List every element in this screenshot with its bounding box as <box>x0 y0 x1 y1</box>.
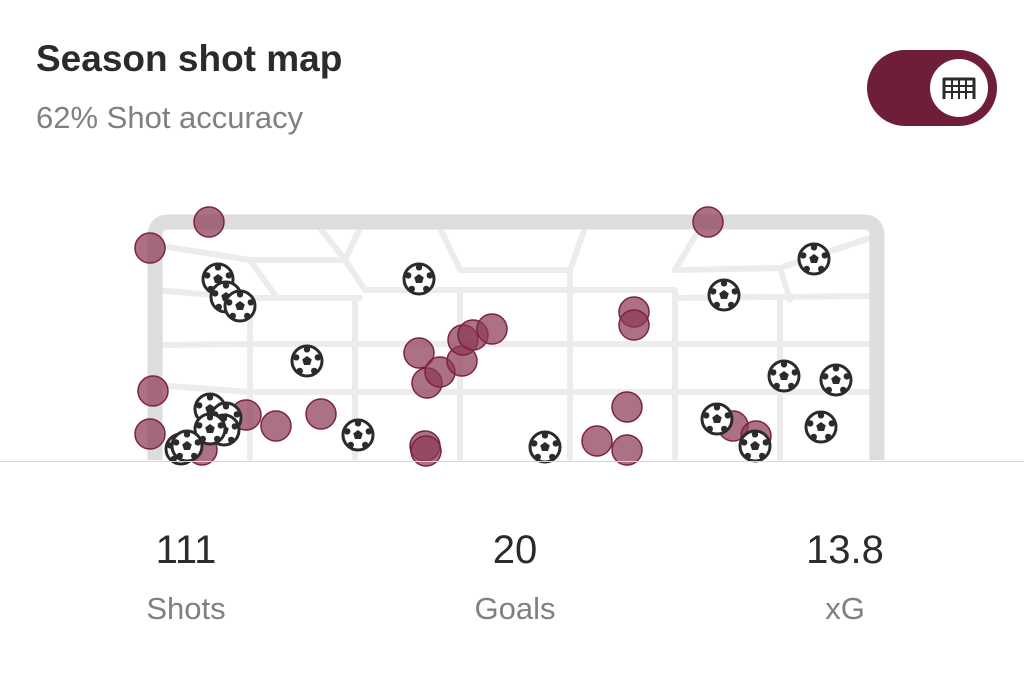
goal-ball-icon <box>290 344 324 378</box>
missed-shot-dot <box>581 425 613 457</box>
stat-value: 20 <box>492 528 538 572</box>
missed-shot-dot <box>410 435 442 467</box>
stat-label: Shots <box>146 591 226 626</box>
goal-ball-icon <box>767 359 801 393</box>
missed-shot-dot <box>403 337 435 369</box>
missed-shot-dot <box>611 391 643 423</box>
goal-ball-icon <box>707 278 741 312</box>
shots-layer <box>134 206 853 467</box>
goal-ball-icon <box>797 242 831 276</box>
stat-label: xG <box>825 591 865 626</box>
stat-label: Goals <box>474 591 556 626</box>
stat-value: 13.8 <box>806 528 884 572</box>
shot-accuracy-text: 62% Shot accuracy <box>36 100 304 135</box>
missed-shot-dot <box>134 418 166 450</box>
goal-ball-icon <box>223 289 257 323</box>
missed-shot-dot <box>137 375 169 407</box>
stat-value: 111 <box>155 528 217 572</box>
missed-shot-dot <box>305 398 337 430</box>
missed-shot-dot <box>611 434 643 466</box>
stat-shots: 111 Shots <box>76 528 296 627</box>
missed-shot-dot <box>193 206 225 238</box>
goal-ball-icon <box>402 262 436 296</box>
goal-ball-icon <box>170 429 204 463</box>
goal-net-icon <box>942 77 976 99</box>
missed-shot-dot <box>260 410 292 442</box>
missed-shot-dot <box>618 309 650 341</box>
goal-frame <box>147 214 885 460</box>
stat-xg: 13.8 xG <box>735 528 955 627</box>
divider <box>0 461 1024 462</box>
card-title: Season shot map <box>36 38 343 79</box>
goal-ball-icon <box>193 412 227 446</box>
goal-ball-icon <box>528 430 562 464</box>
goal-view-toggle[interactable] <box>867 50 997 126</box>
toggle-knob <box>930 59 988 117</box>
goal-ball-icon <box>738 429 772 463</box>
goal-ball-icon <box>804 410 838 444</box>
missed-shot-dot <box>134 232 166 264</box>
shot-map <box>134 206 885 467</box>
stat-goals: 20 Goals <box>405 528 625 627</box>
missed-shot-dot <box>692 206 724 238</box>
missed-shot-dot <box>476 313 508 345</box>
goal-ball-icon <box>819 363 853 397</box>
goal-ball-icon <box>341 418 375 452</box>
goal-ball-icon <box>700 402 734 436</box>
